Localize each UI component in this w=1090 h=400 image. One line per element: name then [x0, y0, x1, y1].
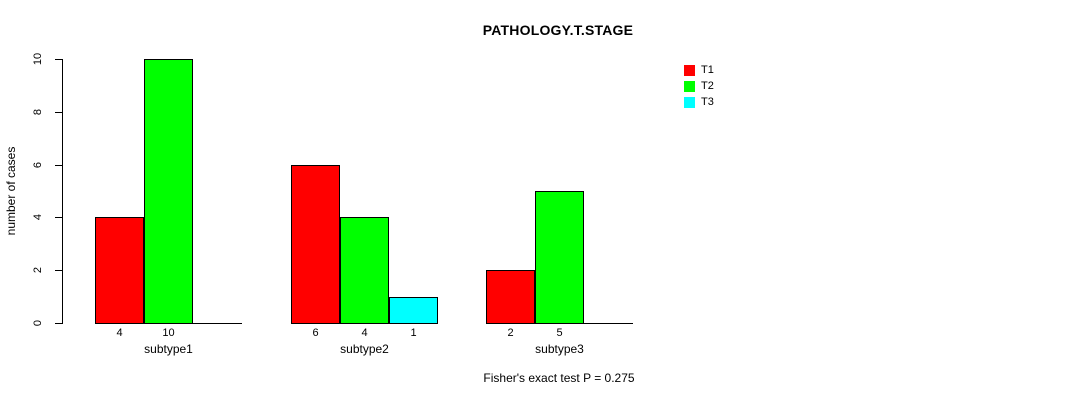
bar-subtype2-T2 — [340, 217, 389, 324]
bar-value-label: 6 — [312, 327, 319, 339]
y-axis-tick-label: 0 — [32, 319, 44, 327]
bar-value-label: 1 — [410, 327, 417, 339]
bar-value-label: 2 — [507, 327, 514, 339]
x-axis-group-label-subtype1: subtype1 — [144, 342, 193, 356]
legend-label: T2 — [701, 80, 714, 92]
legend-label: T3 — [701, 96, 714, 108]
legend-swatch-T2 — [684, 81, 695, 92]
legend-swatch-T3 — [684, 97, 695, 108]
legend: T1 T2 T3 — [684, 63, 714, 111]
bar-subtype1-T2 — [144, 59, 193, 324]
y-axis-title: number of cases — [4, 146, 18, 236]
bar-value-label: 10 — [162, 327, 175, 339]
bar-value-label: 4 — [116, 327, 123, 339]
bar-subtype2-T1 — [291, 164, 340, 324]
y-axis-tick — [55, 111, 62, 113]
bar-subtype2-T3 — [389, 296, 438, 324]
legend-item-T3: T3 — [684, 95, 714, 110]
bar-subtype3-T2 — [535, 191, 584, 324]
y-axis-tick-label: 2 — [32, 267, 44, 274]
bar-subtype3-T1 — [486, 270, 535, 324]
legend-swatch-T1 — [684, 65, 695, 76]
chart-title: PATHOLOGY.T.STAGE — [482, 22, 634, 38]
y-axis-tick — [55, 323, 62, 324]
y-axis-tick-label: 8 — [32, 108, 44, 115]
bar-value-label: 4 — [361, 327, 368, 339]
x-axis-group-label-subtype3: subtype3 — [535, 342, 584, 356]
y-axis-tick-label: 4 — [32, 214, 44, 221]
legend-label: T1 — [701, 64, 714, 76]
y-axis-tick — [55, 164, 62, 166]
bar-value-label: 5 — [556, 327, 563, 339]
bar-subtype1-T1 — [95, 217, 144, 324]
legend-item-T2: T2 — [684, 79, 714, 94]
legend-item-T1: T1 — [684, 63, 714, 78]
y-axis-line — [62, 59, 63, 324]
y-axis-tick — [55, 270, 62, 272]
y-axis-tick — [55, 59, 62, 60]
y-axis-tick-label: 10 — [32, 52, 44, 66]
fisher-test-annotation: Fisher's exact test P = 0.275 — [483, 371, 635, 385]
y-axis-tick — [55, 217, 62, 219]
x-axis-group-label-subtype2: subtype2 — [340, 342, 389, 356]
y-axis-tick-label: 6 — [32, 161, 44, 168]
